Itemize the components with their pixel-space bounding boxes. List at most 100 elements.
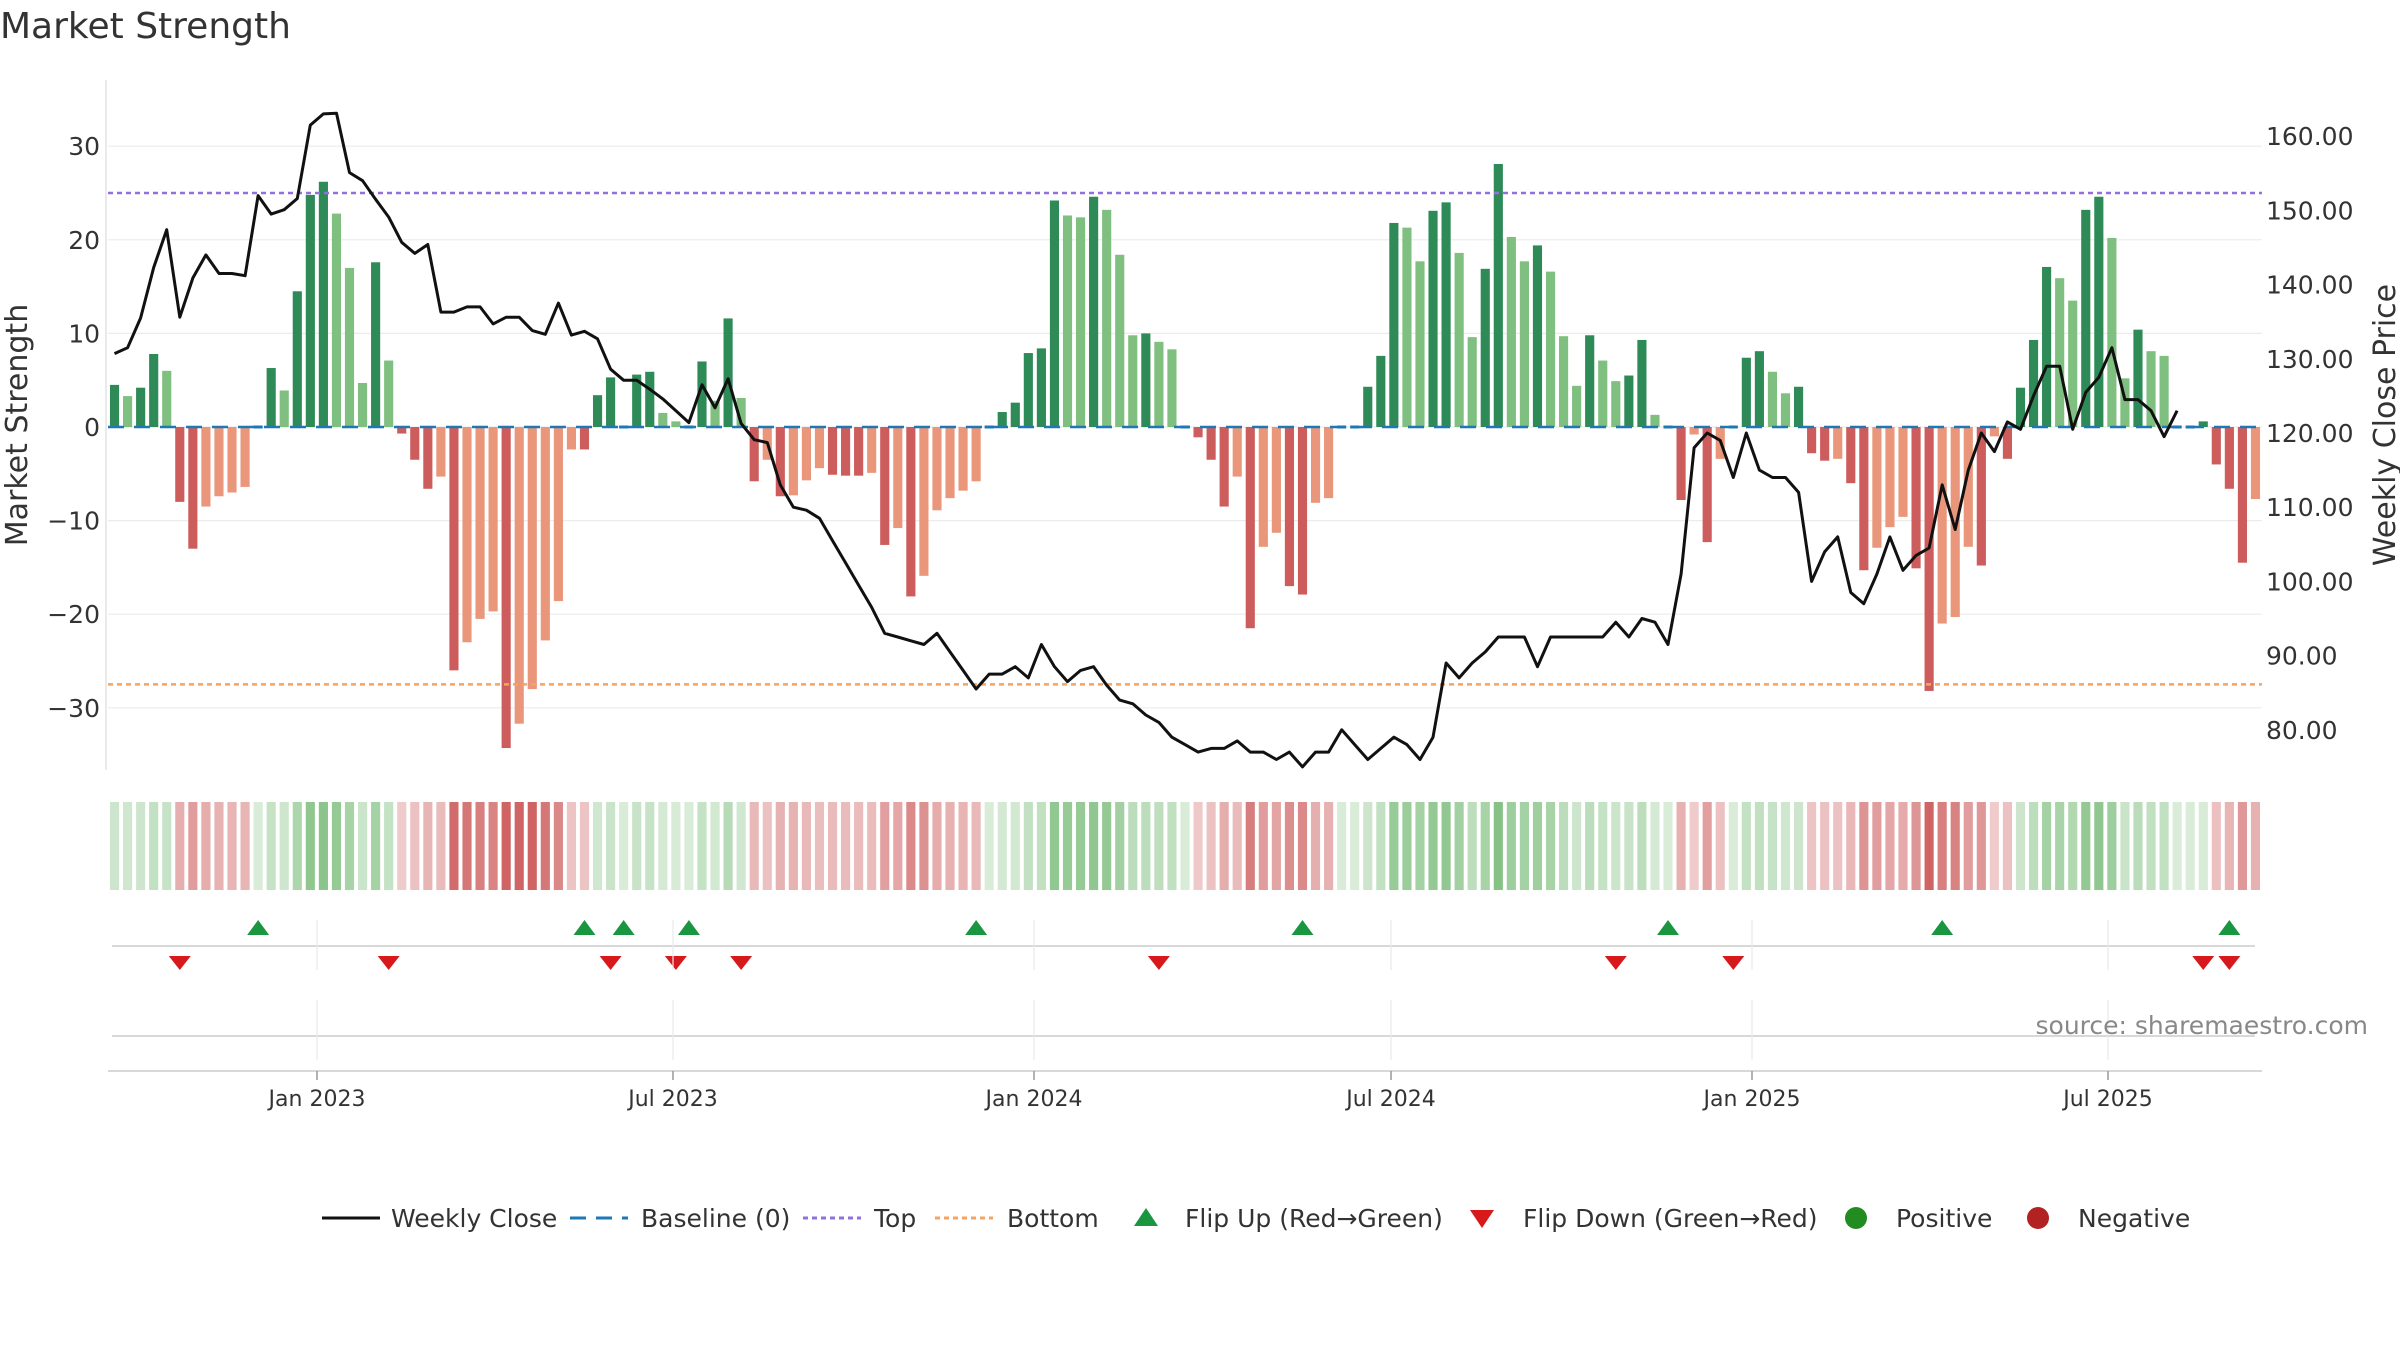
strip-cell: [919, 802, 929, 890]
flip-up-marker: [1931, 920, 1954, 935]
flip-down-marker: [1604, 956, 1627, 970]
strength-bar: [2237, 427, 2247, 563]
right-tick-label: 160.00: [2266, 122, 2353, 151]
strength-bar: [1989, 427, 1999, 437]
strength-bar: [1767, 371, 1778, 427]
strength-bar: [2081, 209, 2091, 427]
strength-bar: [2250, 427, 2261, 500]
strip-cell: [684, 802, 694, 890]
strength-bar: [397, 427, 407, 434]
strength-bar: [814, 427, 825, 469]
strength-bar: [2120, 378, 2130, 427]
strip-cell: [1611, 802, 1621, 890]
strip-cell: [671, 802, 681, 890]
strip-cell: [1741, 802, 1751, 890]
strip-cell: [1415, 802, 1425, 890]
flip-down-marker: [1147, 956, 1170, 970]
strength-bar: [971, 427, 981, 482]
flip-down-marker: [377, 956, 400, 970]
strip-cell: [1258, 802, 1268, 890]
date-tick-label: Jan 2024: [984, 1087, 1083, 1112]
strength-bar: [1232, 427, 1242, 477]
strip-cell: [1324, 802, 1334, 890]
legend-label: Bottom: [1007, 1204, 1099, 1233]
strip-cell: [1428, 802, 1438, 890]
strength-bar: [227, 427, 237, 493]
strength-bar: [775, 427, 785, 497]
strip-cell: [658, 802, 668, 890]
strip-cell: [136, 802, 146, 890]
strip-cell: [2211, 802, 2221, 890]
strip-cell: [841, 802, 851, 890]
strip-cell: [527, 802, 537, 890]
strength-bar: [540, 427, 550, 641]
strip-cell: [1062, 802, 1073, 890]
strength-bar: [619, 425, 629, 429]
strip-cell: [253, 802, 263, 890]
strength-bar: [1911, 427, 1921, 569]
strength-bar: [109, 384, 120, 427]
strength-bar: [919, 427, 929, 576]
strip-cell: [240, 802, 250, 890]
strip-cell: [606, 802, 616, 890]
strength-bar: [1350, 425, 1360, 429]
strip-cell: [592, 802, 603, 890]
legend-label: Weekly Close: [391, 1204, 557, 1233]
strip-cell: [1219, 802, 1229, 890]
flip-down-marker: [2218, 956, 2241, 970]
strip-cell: [149, 802, 159, 890]
strength-bar: [149, 353, 159, 427]
strip-cell: [736, 802, 746, 890]
reference-lines: [108, 191, 2262, 686]
strip-cell: [710, 802, 720, 890]
right-tick-label: 150.00: [2266, 196, 2353, 225]
strength-bar: [1245, 427, 1255, 629]
strength-bar: [1598, 360, 1608, 427]
strip-cell: [1637, 802, 1647, 890]
strip-cell: [305, 802, 315, 890]
strength-bar: [514, 427, 524, 724]
strength-bar: [1454, 252, 1464, 427]
strength-bar: [136, 387, 146, 427]
legend-swatch: [1134, 1208, 1158, 1226]
strip-cell: [123, 802, 133, 890]
strength-bar: [1532, 245, 1543, 427]
strip-cell: [893, 802, 903, 890]
strip-cell: [1519, 802, 1529, 890]
strip-cell: [880, 802, 890, 890]
strength-bar: [1506, 236, 1516, 427]
strength-bar: [279, 390, 289, 427]
strip-cell: [749, 802, 759, 890]
strip-cell: [384, 802, 394, 890]
strip-cell: [266, 802, 276, 890]
strip-cell: [1728, 802, 1738, 890]
strip-cell: [1193, 802, 1203, 890]
strip-cell: [1911, 802, 1921, 890]
strength-bar: [1415, 261, 1425, 427]
strip-cell: [109, 802, 120, 890]
strip-cell: [1389, 802, 1399, 890]
strip-cell: [1376, 802, 1386, 890]
legend-item: Flip Up (Red→Green): [1134, 1204, 1443, 1233]
legend-label: Flip Up (Red→Green): [1185, 1204, 1443, 1233]
strength-bar: [1102, 209, 1112, 427]
date-axis: Jan 2023 Jul 2023 Jan 2024 Jul 2024 Jan 2025…: [108, 920, 2262, 1112]
strip-cell: [827, 802, 838, 890]
strength-bar: [566, 427, 577, 450]
strip-cell: [1924, 802, 1934, 890]
strip-cell: [344, 802, 355, 890]
strip-cell: [2002, 802, 2013, 890]
strength-bar: [2146, 351, 2156, 427]
strength-bar: [579, 427, 590, 450]
strength-bar: [1480, 268, 1490, 427]
strength-bar: [1846, 427, 1856, 484]
strip-cell: [1036, 802, 1046, 890]
right-tick-label: 120.00: [2266, 419, 2353, 448]
strip-cell: [1049, 802, 1060, 890]
strip-cell: [214, 802, 224, 890]
strength-bar: [1128, 335, 1138, 427]
strip-cell: [1023, 802, 1033, 890]
strip-cell: [566, 802, 577, 890]
flip-down-marker: [664, 956, 687, 970]
strip-cell: [814, 802, 825, 890]
